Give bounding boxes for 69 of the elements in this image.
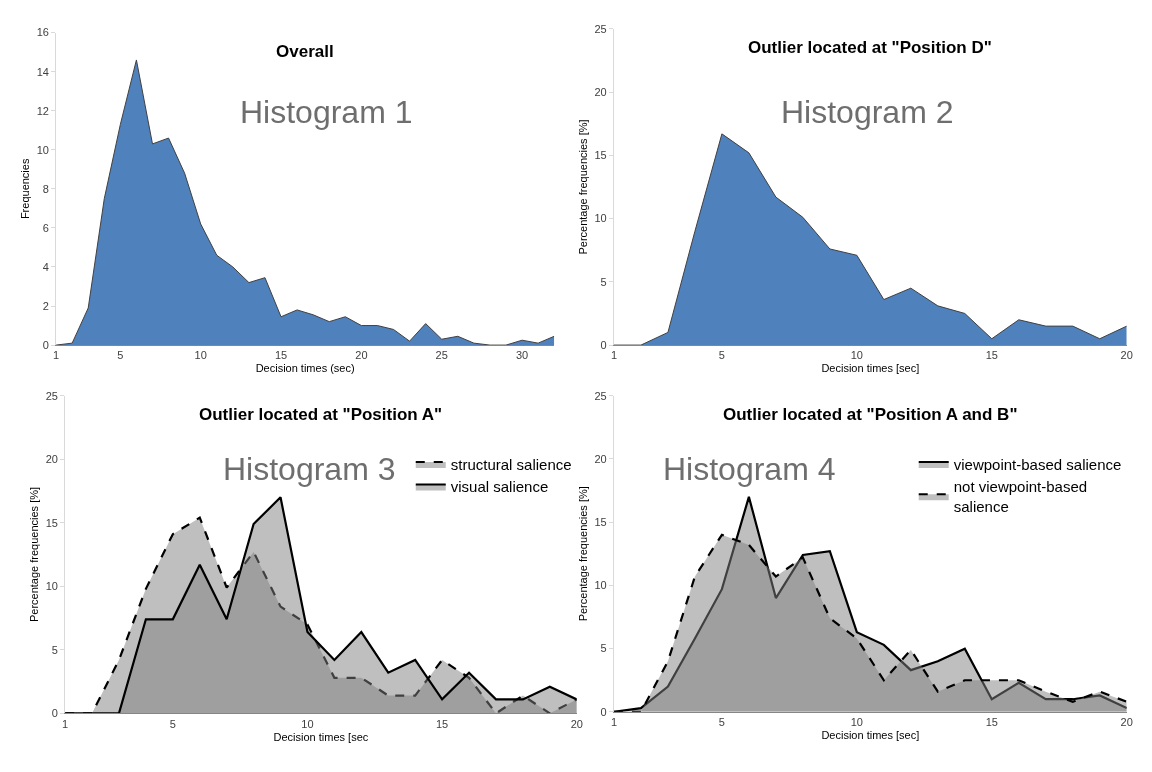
x-tick-label: 5 (718, 716, 725, 729)
x-tick-label: 5 (718, 349, 725, 362)
y-axis-title: Percentage frequencies [%] (577, 486, 590, 622)
x-tick-label: 15 (985, 716, 998, 729)
y-tick-label: 25 (45, 389, 58, 402)
y-tick-label: 0 (51, 707, 58, 720)
y-tick-label: 12 (36, 104, 49, 117)
x-tick-label: 15 (274, 349, 288, 362)
y-tick-label: 10 (594, 212, 607, 225)
y-tick-label: 20 (594, 85, 607, 98)
x-tick-label: 5 (117, 349, 124, 362)
y-tick-label: 15 (45, 516, 58, 529)
text: Outlier located at "Position A and B" (723, 405, 1018, 424)
y-tick-label: 10 (45, 580, 58, 593)
y-tick-label: 10 (594, 579, 607, 592)
y-tick-label: 5 (600, 642, 607, 655)
x-tick-label: 10 (850, 349, 863, 362)
y-tick-label: 0 (600, 338, 607, 351)
x-axis-title: Decision times [sec] (821, 362, 920, 375)
x-tick-label: 20 (1120, 716, 1133, 729)
x-tick-label: 1 (53, 349, 60, 362)
legend-label: structural salience (450, 455, 572, 473)
x-tick-label: 10 (301, 717, 314, 730)
x-tick-label: 5 (169, 717, 176, 730)
y-axis-title: Percentage frequencies [%] (577, 119, 590, 255)
x-tick-label: 20 (1120, 349, 1133, 362)
y-tick-label: 14 (36, 65, 49, 78)
legend-label: viewpoint-based salience (953, 455, 1122, 473)
legend-label: not viewpoint-based salience (953, 478, 1088, 515)
text: Overall (276, 42, 334, 61)
y-tick-label: 2 (42, 299, 49, 312)
y-tick-label: 0 (42, 338, 49, 351)
x-tick-label: 15 (985, 349, 998, 362)
x-tick-label: 20 (570, 717, 583, 730)
y-tick-label: 15 (594, 516, 607, 528)
y-tick-label: 20 (45, 453, 58, 466)
x-tick-label: 25 (435, 349, 448, 362)
x-tick-label: 30 (515, 349, 529, 362)
y-tick-label: 4 (42, 260, 49, 273)
y-tick-label: 16 (36, 26, 49, 39)
x-tick-label: 10 (850, 716, 863, 729)
y-axis-title: Percentage frequencies [%] (28, 486, 41, 623)
y-tick-label: 0 (600, 705, 607, 718)
annotation: Histogram 3 (223, 451, 396, 487)
annotation: Histogram 4 (663, 451, 836, 487)
x-tick-label: 1 (610, 349, 618, 362)
text: Outlier located at "Position D" (748, 38, 992, 57)
y-tick-label: 6 (42, 221, 49, 234)
text: Outlier located at "Position A" (199, 405, 443, 424)
y-tick-label: 5 (600, 275, 607, 288)
y-tick-label: 5 (51, 643, 58, 656)
x-axis-title: Decision times (sec) (255, 362, 355, 375)
y-tick-label: 10 (36, 143, 49, 156)
x-axis-title: Decision times [sec] (821, 729, 920, 742)
x-tick-label: 10 (194, 349, 207, 362)
annotation: Histogram 1 (240, 94, 413, 130)
x-axis-title: Decision times [sec (273, 730, 369, 743)
x-tick-label: 1 (610, 716, 618, 729)
x-tick-label: 20 (355, 349, 368, 362)
annotation: Histogram 2 (781, 94, 954, 130)
x-tick-label: 1 (62, 717, 69, 730)
x-tick-label: 15 (435, 717, 449, 730)
y-tick-label: 20 (594, 452, 607, 465)
y-tick-label: 25 (594, 22, 607, 35)
y-tick-label: 25 (594, 389, 607, 402)
y-tick-label: 15 (594, 149, 607, 162)
legend-label: visual salience (450, 478, 549, 496)
y-axis-title: Frequencies (19, 158, 32, 220)
y-tick-label: 8 (42, 182, 49, 195)
